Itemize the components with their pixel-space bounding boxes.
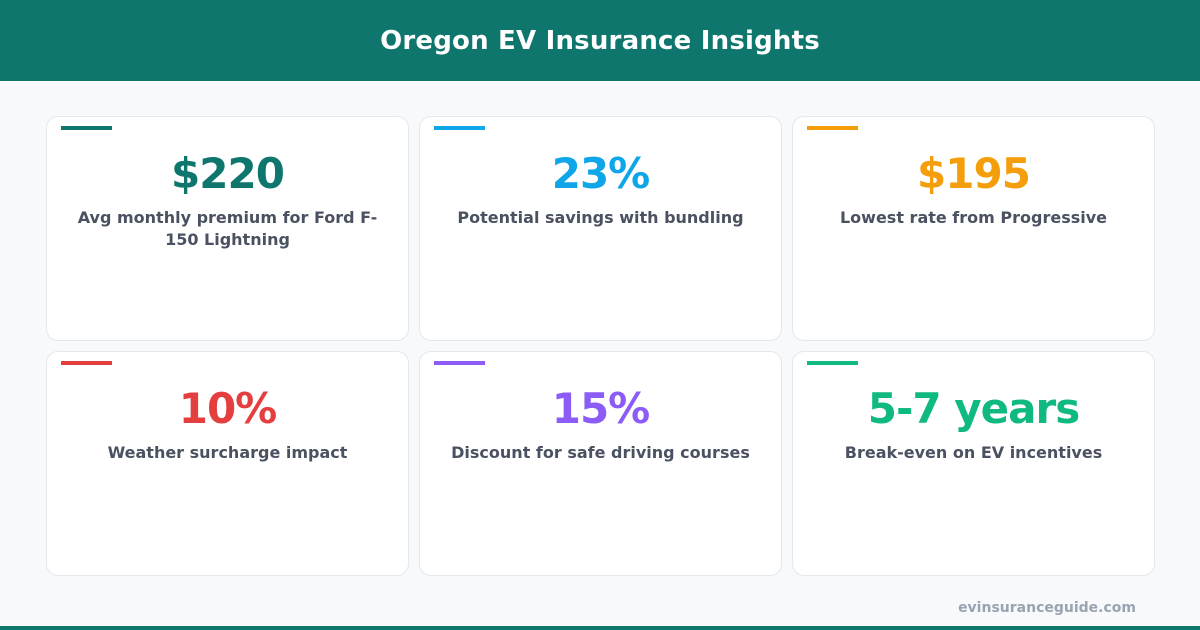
stat-card: 5-7 years Break-even on EV incentives xyxy=(792,351,1155,576)
stat-card: $195 Lowest rate from Progressive xyxy=(792,116,1155,341)
stat-value: 5-7 years xyxy=(867,384,1080,433)
card-accent-bar xyxy=(61,126,112,130)
stat-label: Avg monthly premium for Ford F-150 Light… xyxy=(77,208,378,249)
header-banner: Oregon EV Insurance Insights xyxy=(0,0,1200,81)
stat-label: Break-even on EV incentives xyxy=(844,443,1103,462)
stat-label: Lowest rate from Progressive xyxy=(839,208,1108,227)
stat-value: 10% xyxy=(178,384,278,433)
card-accent-bar xyxy=(434,126,485,130)
card-accent-bar xyxy=(434,361,485,365)
stat-card: 23% Potential savings with bundling xyxy=(419,116,782,341)
stat-card: 15% Discount for safe driving courses xyxy=(419,351,782,576)
card-accent-bar xyxy=(807,126,858,130)
stat-value: $220 xyxy=(171,149,285,198)
stat-label: Discount for safe driving courses xyxy=(451,443,750,462)
site-url: evinsuranceguide.com xyxy=(958,600,1136,616)
stat-card: $220 Avg monthly premium for Ford F-150 … xyxy=(46,116,409,341)
stat-card: 10% Weather surcharge impact xyxy=(46,351,409,576)
stat-value: 15% xyxy=(551,384,651,433)
card-accent-bar xyxy=(61,361,112,365)
card-accent-bar xyxy=(807,361,858,365)
bottom-bar xyxy=(0,626,1200,630)
stat-label: Weather surcharge impact xyxy=(107,443,348,462)
stat-value: 23% xyxy=(551,149,651,198)
stat-value: $195 xyxy=(917,149,1031,198)
page-title: Oregon EV Insurance Insights xyxy=(380,25,820,56)
stat-label: Potential savings with bundling xyxy=(457,208,744,227)
